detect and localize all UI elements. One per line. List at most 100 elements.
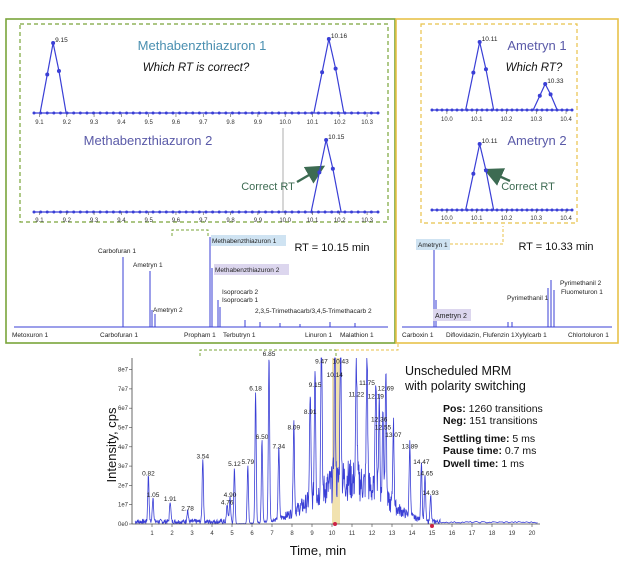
- xic-baseline-dot: [356, 111, 360, 115]
- segment-label: Ametryn 2: [435, 313, 467, 320]
- xic-baseline-dot: [455, 108, 459, 112]
- main-trace-line: [134, 357, 538, 526]
- xic-axis-label: 10.2: [501, 216, 513, 222]
- xic-peak-point: [330, 166, 335, 171]
- xic-axis-label: 9.5: [144, 120, 153, 126]
- xic-peak-point: [543, 82, 548, 86]
- xic-baseline-dot: [460, 208, 464, 212]
- xic-axis-label: 9.7: [199, 218, 208, 224]
- xic-baseline-dot: [290, 210, 294, 214]
- segment-baseline-label: Xylylcarb 1: [515, 332, 547, 339]
- main-y-tick-label: 4e7: [118, 445, 129, 451]
- xic-axis-label: 10.4: [560, 216, 572, 222]
- main-x-tick-label: 11: [349, 531, 356, 537]
- main-peak-label: 9.47: [315, 359, 328, 366]
- main-x-tick-label: 13: [389, 531, 396, 537]
- segment-label: Methabenzthiazuron 1: [212, 238, 277, 245]
- xic-axis-label: 10.1: [471, 216, 483, 222]
- xic-axis-label: 10.3: [361, 218, 373, 224]
- xic-baseline-dot: [151, 111, 155, 115]
- xic-baseline-dot: [171, 210, 175, 214]
- main-peak-labels: 0.82 1.05 1.91 2.78 3.54 4.764.90 5.12 5.79 6.18…: [142, 351, 439, 528]
- xic-baseline-dot: [510, 108, 514, 112]
- xic-baseline-dot: [363, 111, 367, 115]
- segment-label: Isoprocarb 1: [222, 297, 259, 304]
- xic-baseline-dot: [369, 111, 373, 115]
- main-peak-label: 13.89: [402, 444, 419, 451]
- xic-axis-label: 9.3: [90, 120, 99, 126]
- xic-baseline-dot: [570, 108, 574, 112]
- segment-baseline-label: Carboxin 1: [402, 332, 434, 339]
- main-peak-label: 12.36: [371, 417, 388, 424]
- main-peak-label: 6.18: [249, 386, 262, 393]
- xic-baseline-dot: [72, 111, 76, 115]
- xic-baseline-dot: [58, 111, 62, 115]
- rt-marker-dot: [333, 522, 337, 526]
- segment-label-highlight: [211, 235, 286, 246]
- xic-peak-label: 9.15: [55, 37, 68, 44]
- left-bottom-title: Methabenzthiazuron 2: [84, 133, 213, 148]
- main-x-tick-label: 12: [369, 531, 376, 537]
- xic-baseline-dot: [98, 210, 102, 214]
- segment-baseline-label: Malathion 1: [340, 332, 374, 339]
- xic-baseline-dot: [217, 111, 221, 115]
- info-line: Dwell time: 1 ms: [443, 458, 524, 470]
- xic-baseline-dot: [52, 210, 56, 214]
- segment-label-highlight: [433, 309, 471, 321]
- xic-baseline-dot: [545, 208, 549, 212]
- xic-peak-point: [477, 142, 482, 146]
- left-correct-label: Correct RT: [241, 181, 295, 193]
- main-x-tick-label: 9: [310, 531, 314, 537]
- main-peak-label: 8.91: [304, 409, 317, 416]
- xic-peak-point: [51, 41, 56, 45]
- main-peak-label: 5.12: [228, 461, 241, 468]
- left-dashed-connector: [171, 229, 209, 236]
- xic-baseline-dot: [178, 111, 182, 115]
- xic-baseline-dot: [264, 111, 268, 115]
- main-peak-label: 14.93: [422, 490, 439, 497]
- main-y-tick-label: 0e0: [118, 522, 129, 528]
- main-x-tick-label: 19: [509, 531, 516, 537]
- xic-axis-label: 10.4: [560, 117, 572, 123]
- xic-baseline-dot: [535, 108, 539, 112]
- xic-baseline-dot: [98, 111, 102, 115]
- xic-axis-label: 9.9: [254, 218, 263, 224]
- xic-baseline-dot: [316, 210, 320, 214]
- info-line: Pos: 1260 transitions: [443, 403, 543, 415]
- left-panel: Methabenzthiazuron 1 Which RT is correct…: [5, 18, 396, 344]
- xic-baseline-dot: [450, 108, 454, 112]
- xic-baseline-dot: [92, 210, 96, 214]
- xic-baseline-dot: [204, 111, 208, 115]
- main-x-tick-label: 10: [329, 531, 336, 537]
- xic-baseline-dot: [244, 111, 248, 115]
- xic-baseline-dot: [211, 111, 215, 115]
- xic-baseline-dot: [250, 111, 254, 115]
- xic-axis-label: 10.1: [307, 218, 319, 224]
- xic-baseline-dot: [244, 210, 248, 214]
- xic-baseline-dot: [105, 111, 109, 115]
- left-chromatogram-segment: Carbofuran 1 Ametryn 1 Ametryn 2 Methabenzt…: [12, 235, 388, 339]
- xic-baseline-dot: [257, 210, 261, 214]
- main-peak-label: 10.14: [327, 372, 344, 379]
- xic-baseline-dot: [85, 111, 89, 115]
- xic-baseline-dot: [191, 210, 195, 214]
- xic-baseline-dot: [480, 208, 484, 212]
- main-chromatogram-trace: [134, 357, 538, 526]
- xic-baseline-dot: [455, 208, 459, 212]
- xic-peak-point: [333, 66, 338, 71]
- xic-axis-label: 9.5: [144, 218, 153, 224]
- xic-baseline-dot: [78, 111, 82, 115]
- xic-baseline-dot: [144, 210, 148, 214]
- main-peak-label: 12.69: [378, 386, 395, 393]
- main-x-tick-label: 17: [469, 531, 476, 537]
- xic-axis-label: 9.2: [63, 120, 72, 126]
- xic-peak-point: [483, 168, 488, 173]
- xic-baseline-dot: [505, 208, 509, 212]
- xic-baseline-dot: [184, 111, 188, 115]
- xic-baseline-dot: [316, 111, 320, 115]
- left-rt-label: RT = 10.15 min: [294, 242, 369, 254]
- info-line: Neg: 151 transitions: [443, 415, 538, 427]
